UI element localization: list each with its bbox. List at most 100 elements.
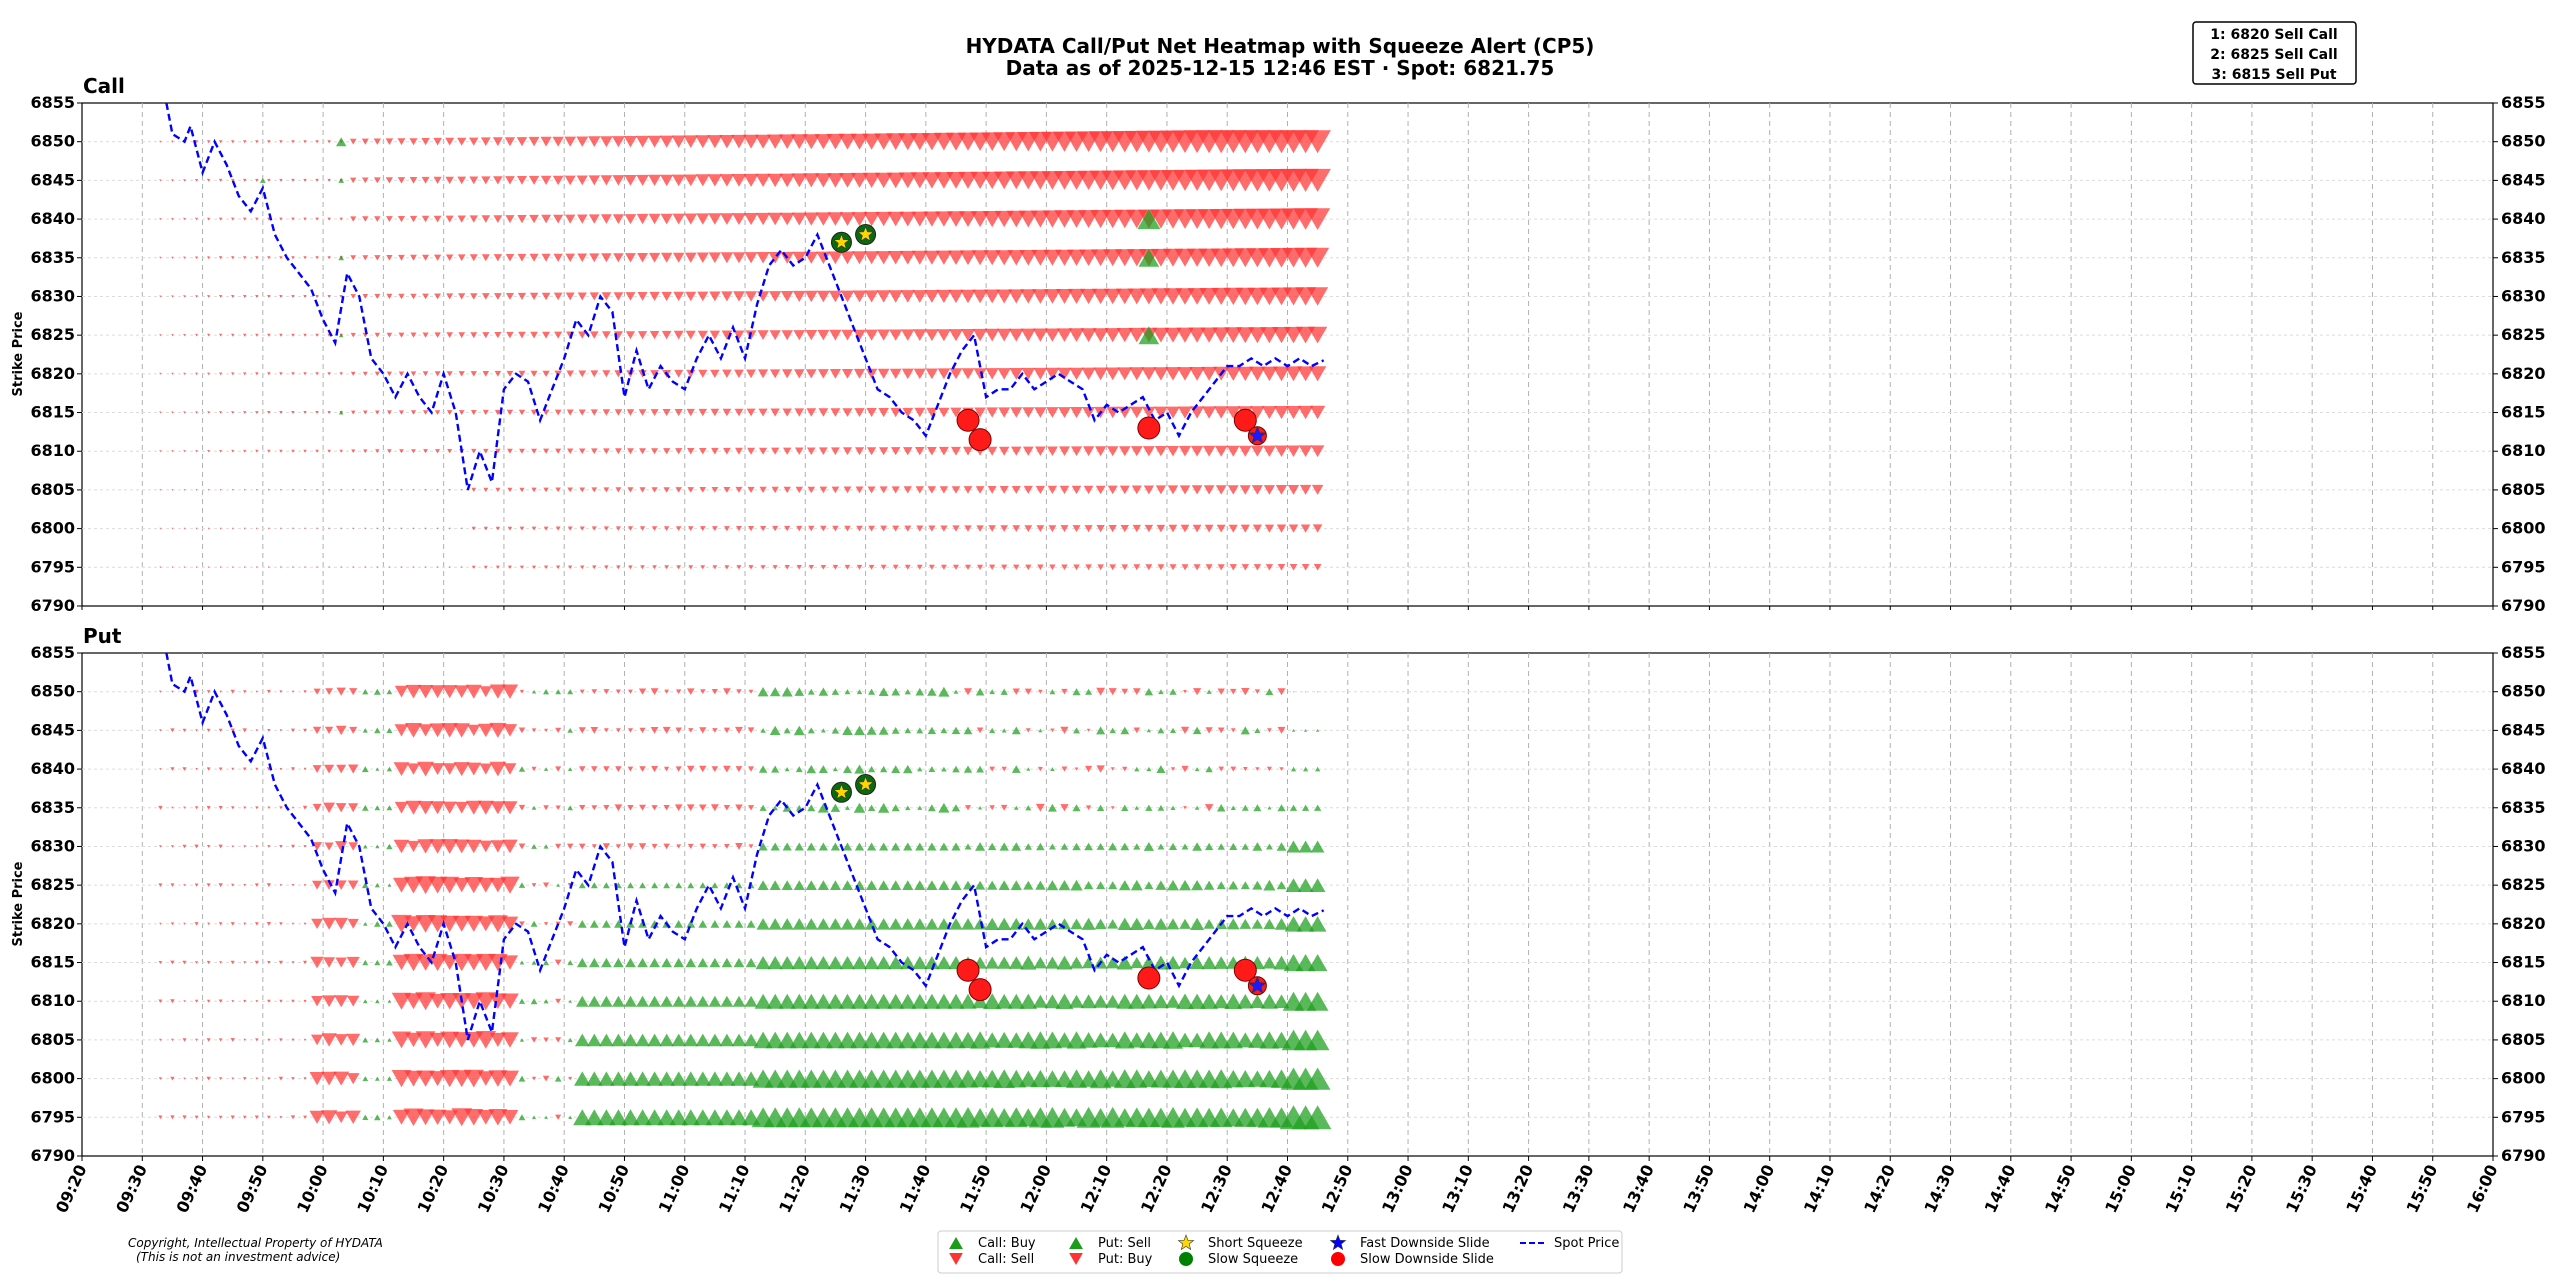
put-sell-marker: [842, 842, 853, 851]
put-sell-marker: [674, 920, 684, 928]
put-buy-marker: [183, 884, 186, 887]
put-buy-marker: [206, 999, 211, 1003]
put-buy-marker: [242, 728, 247, 733]
call-sell-marker: [916, 525, 924, 532]
put-buy-marker: [243, 806, 247, 809]
put-sell-marker: [1240, 881, 1250, 890]
put-sell-marker: [1176, 1032, 1194, 1048]
put-sell-marker: [758, 765, 768, 773]
call-sell-marker: [446, 410, 453, 415]
put-buy-marker: [255, 845, 259, 848]
put-buy-marker: [748, 766, 755, 772]
short-squeeze-alert-star: [857, 775, 875, 792]
put-sell-marker: [1118, 880, 1131, 891]
put-sell-marker: [842, 725, 853, 735]
call-sell-marker: [183, 295, 186, 298]
call-sell-marker: [1070, 407, 1083, 419]
put-buy-marker: [325, 688, 333, 695]
put-sell-marker: [1216, 881, 1226, 890]
call-sell-marker: [507, 487, 513, 493]
call-sell-marker: [397, 138, 406, 146]
put-buy-marker: [1205, 727, 1213, 734]
put-sell-marker: [1020, 955, 1037, 970]
call-sell-marker: [696, 252, 709, 263]
call-sell-marker: [517, 253, 527, 262]
annotation-box-frame: [2192, 21, 2357, 85]
put-sell-marker: [1134, 805, 1140, 810]
call-sell-marker: [409, 215, 418, 223]
call-sell-marker: [876, 290, 891, 303]
call-sell-marker: [243, 217, 247, 221]
put-sell-marker: [840, 918, 855, 930]
call-sell-marker: [183, 450, 186, 453]
call-sell-marker: [685, 291, 697, 302]
put-sell-marker: [1304, 1067, 1331, 1090]
put-buy-marker: [230, 1038, 235, 1042]
put-buy-marker: [231, 1000, 234, 1003]
call-sell-marker: [364, 489, 367, 491]
call-sell-marker: [480, 137, 491, 146]
put-buy-marker: [518, 843, 526, 850]
call-sell-marker: [1121, 564, 1129, 571]
put-sell-marker: [386, 805, 393, 811]
call-sell-marker: [592, 565, 597, 570]
call-sell-marker: [1225, 366, 1242, 381]
call-ytick-label-right: 6855: [2501, 93, 2546, 112]
call-sell-marker: [892, 564, 899, 570]
call-sell-marker: [663, 526, 670, 531]
put-sell-marker: [818, 765, 828, 773]
call-sell-marker: [339, 295, 343, 298]
call-sell-marker: [1142, 406, 1156, 419]
call-sell-marker: [1262, 445, 1276, 457]
put-sell-marker: [532, 689, 537, 694]
put-sell-marker: [877, 918, 891, 930]
put-sell-marker: [1114, 1031, 1135, 1049]
put-buy-marker: [555, 805, 561, 810]
put-sell-marker: [374, 1114, 381, 1121]
call-sell-marker: [494, 332, 502, 339]
put-buy-marker: [313, 688, 321, 695]
call-sell-marker: [385, 138, 394, 145]
call-sell-marker: [688, 526, 694, 532]
put-sell-marker: [976, 765, 984, 773]
put-sell-marker: [1201, 956, 1217, 970]
put-sell-marker: [1023, 880, 1034, 890]
call-sell-marker: [1164, 327, 1182, 343]
put-sell-marker: [1036, 842, 1045, 851]
put-sell-marker: [998, 880, 1010, 890]
call-sell-marker: [206, 140, 211, 144]
put-buy-marker: [335, 957, 347, 968]
put-buy-marker: [407, 840, 420, 853]
put-sell-marker: [1263, 918, 1276, 929]
put-ytick-label-left: 6840: [30, 759, 75, 778]
put-sell-marker: [1070, 918, 1083, 930]
call-sell-marker: [1119, 485, 1130, 495]
call-sell-marker: [171, 450, 174, 453]
put-buy-marker: [651, 766, 659, 773]
put-buy-marker: [346, 1033, 361, 1047]
call-sell-marker: [985, 368, 999, 380]
put-buy-marker: [1255, 767, 1260, 771]
call-sell-marker: [891, 447, 901, 456]
call-sell-marker: [231, 411, 235, 414]
call-sell-marker: [961, 329, 976, 342]
put-buy-marker: [391, 992, 412, 1010]
call-sell-marker: [1081, 367, 1096, 381]
put-buy-marker: [1035, 803, 1045, 812]
call-sell-marker: [841, 329, 854, 341]
call-sell-marker: [843, 486, 852, 494]
put-buy-marker: [183, 1077, 186, 1080]
put-sell-marker: [707, 1033, 723, 1047]
put-sell-marker: [953, 689, 959, 694]
put-sell-marker: [387, 883, 392, 887]
put-sell-marker: [1072, 842, 1081, 851]
call-sell-marker: [159, 218, 162, 221]
call-sell-marker: [315, 411, 319, 414]
call-sell-marker: [911, 250, 928, 265]
call-sell-marker: [1273, 366, 1290, 382]
call-sell-marker: [878, 408, 889, 418]
call-sell-marker: [1142, 446, 1155, 457]
call-sell-marker: [159, 411, 162, 414]
call-sell-marker: [255, 217, 259, 221]
put-sell-marker: [543, 999, 549, 1004]
